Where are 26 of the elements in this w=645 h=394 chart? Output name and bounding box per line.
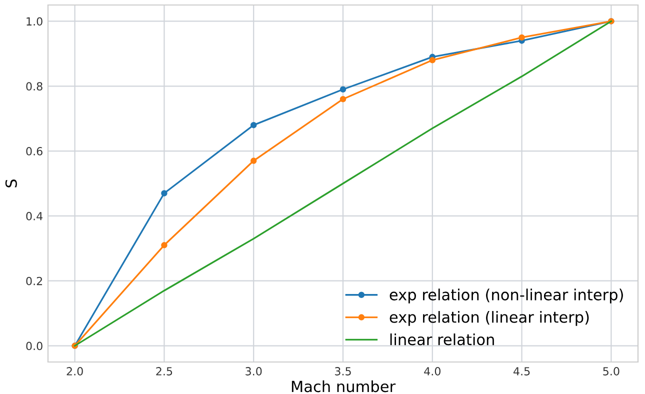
point: [161, 190, 168, 196]
point: [340, 86, 346, 93]
y-tick-label: 0.2: [26, 276, 42, 286]
point: [340, 96, 346, 102]
legend-label: linear relation: [390, 333, 494, 346]
legend-label: exp relation (non-linear interp): [390, 288, 623, 304]
x-axis-title: Mach number: [292, 380, 396, 392]
y-tick-label: 0.8: [26, 82, 42, 91]
x-tick-label: 3.5: [335, 367, 351, 376]
x-tick-label: 5.0: [603, 367, 620, 376]
point: [518, 34, 525, 41]
x-tick-label: 4.0: [424, 367, 440, 376]
y-tick-label: 1.0: [26, 17, 42, 26]
point: [429, 57, 436, 64]
x-tick-label: 3.0: [246, 367, 262, 376]
x-tick-label: 4.5: [513, 367, 530, 376]
point: [250, 122, 257, 128]
y-tick-label: 0.4: [26, 212, 43, 220]
x-tick-label: 2.0: [66, 367, 83, 376]
y-axis-title: S: [5, 180, 17, 188]
y-tick-label: 0.6: [26, 147, 42, 156]
point: [250, 158, 257, 164]
x-tick-label: 2.5: [156, 367, 172, 376]
point: [161, 242, 168, 248]
y-tick-label: 0.0: [26, 342, 42, 350]
legend-label: exp relation (linear interp): [390, 311, 589, 326]
